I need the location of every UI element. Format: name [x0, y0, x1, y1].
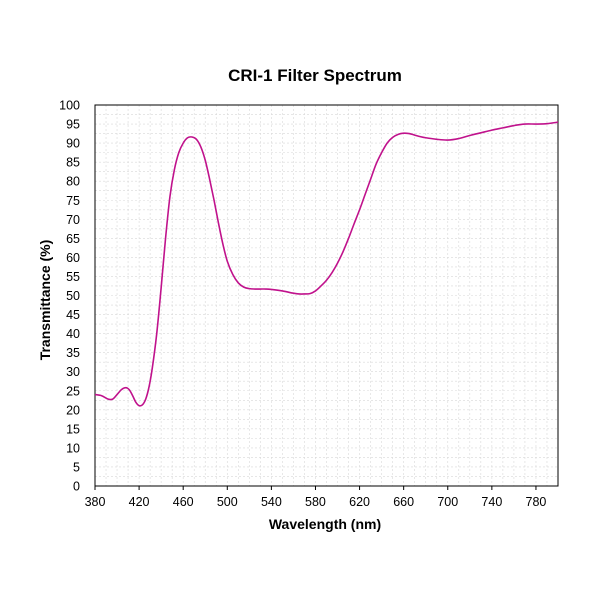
y-tick-label: 40 — [66, 327, 80, 341]
x-tick-label: 580 — [305, 495, 326, 509]
y-tick-label: 55 — [66, 270, 80, 284]
y-tick-label: 90 — [66, 137, 80, 151]
x-tick-label: 620 — [349, 495, 370, 509]
x-tick-label: 700 — [437, 495, 458, 509]
x-tick-label: 420 — [129, 495, 150, 509]
x-axis-label: Wavelength (nm) — [269, 516, 381, 532]
y-tick-label: 0 — [73, 480, 80, 494]
x-tick-label: 660 — [393, 495, 414, 509]
x-tick-label: 540 — [261, 495, 282, 509]
y-tick-label: 25 — [66, 384, 80, 398]
y-tick-label: 75 — [66, 194, 80, 208]
series-layer — [94, 121, 559, 407]
y-tick-label: 20 — [66, 403, 80, 417]
chart-title: CRI-1 Filter Spectrum — [228, 66, 402, 85]
axis-ticks: 380 420 460 500 540 580 620 660 700 740 780 0 5 10 15 2… — [59, 99, 546, 510]
y-tick-label: 15 — [66, 422, 80, 436]
x-tick-label: 460 — [173, 495, 194, 509]
x-tick-label: 740 — [481, 495, 502, 509]
y-tick-label: 35 — [66, 346, 80, 360]
y-tick-label: 30 — [66, 365, 80, 379]
y-tick-label: 10 — [66, 441, 80, 455]
y-axis-label: Transmittance (%) — [37, 240, 53, 361]
y-tick-label: 80 — [66, 175, 80, 189]
x-tick-label: 380 — [85, 495, 106, 509]
y-tick-label: 70 — [66, 213, 80, 227]
y-tick-label: 65 — [66, 232, 80, 246]
plot-area-frame — [94, 104, 559, 487]
y-tick-label: 95 — [66, 118, 80, 132]
y-tick-label: 45 — [66, 308, 80, 322]
y-tick-label: 100 — [59, 99, 80, 113]
y-tick-label: 5 — [73, 460, 80, 474]
x-tick-label: 780 — [526, 495, 547, 509]
y-tick-label: 50 — [66, 289, 80, 303]
series-line — [94, 121, 559, 407]
y-tick-label: 85 — [66, 156, 80, 170]
y-tick-label: 60 — [66, 251, 80, 265]
grid — [95, 105, 558, 486]
x-tick-label: 500 — [217, 495, 238, 509]
